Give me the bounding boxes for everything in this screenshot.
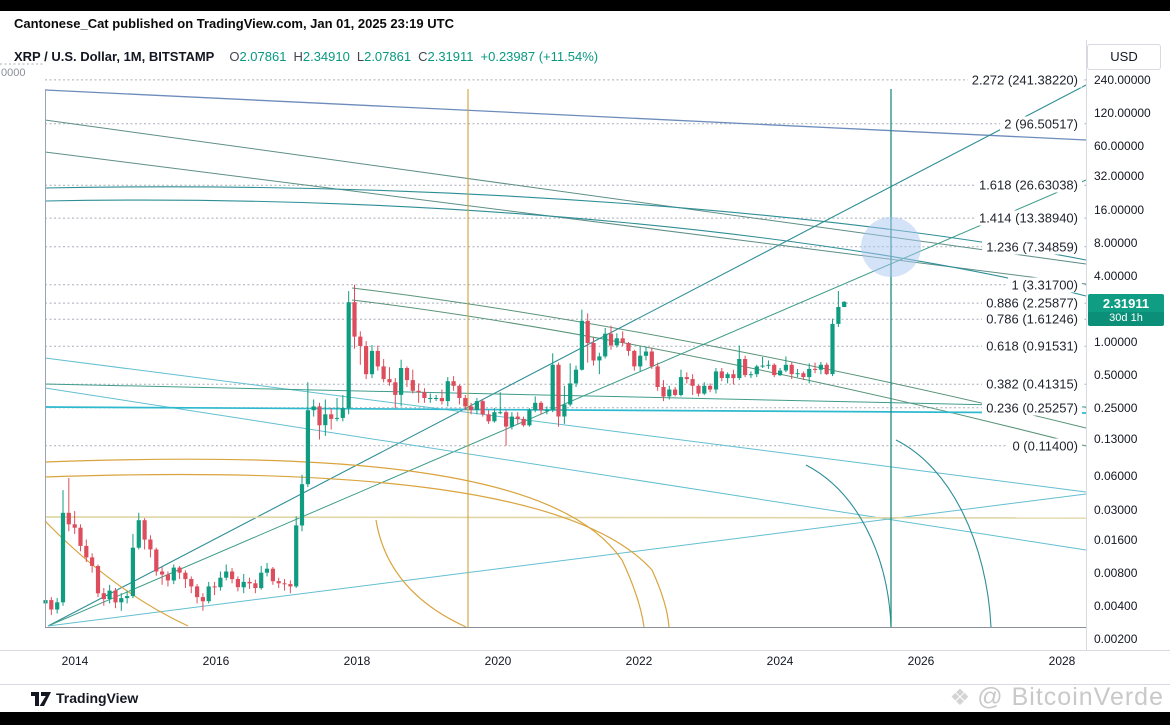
ohlc-open-label: O — [229, 49, 240, 64]
price-tick-label: 4.00000 — [1094, 268, 1138, 283]
price-tick-label: 60.00000 — [1094, 139, 1145, 154]
year-tick-label: 2016 — [202, 654, 230, 668]
fib-level-label: 0.886 (2.25877) — [982, 295, 1082, 311]
change-value: +0.23987 (+11.54%) — [480, 49, 599, 64]
price-tick-label: 1.00000 — [1094, 335, 1138, 349]
price-tick-label: 0.00400 — [1094, 598, 1138, 613]
price-tick-label: 240.00000 — [1094, 73, 1151, 88]
footer-bar: TradingView ❖ @ BitcoinVerde — [0, 683, 1170, 712]
ohlc-close-value: 2.31911 — [427, 49, 474, 64]
bar-countdown: 30d 1h — [1088, 311, 1164, 326]
fib-level-label: 0.786 (1.61246) — [982, 311, 1082, 327]
watermark-text: @ BitcoinVerde — [977, 683, 1164, 711]
tradingview-brand[interactable]: TradingView — [56, 690, 139, 706]
ohlc-low-value: 2.07861 — [364, 49, 412, 64]
watermark: ❖ @ BitcoinVerde — [950, 683, 1164, 712]
tradingview-logo-icon[interactable] — [30, 691, 52, 712]
ohlc-low-label: L — [356, 49, 365, 64]
highlight-circle — [861, 217, 921, 277]
candlesticks — [43, 284, 847, 623]
pane-borders — [0, 40, 1170, 685]
fib-level-label: 1.414 (13.38940) — [974, 210, 1082, 226]
currency-selector-button[interactable]: USD — [1087, 44, 1161, 70]
year-tick-label: 2014 — [61, 654, 89, 668]
last-price-badge: 2.31911 30d 1h — [1088, 293, 1164, 326]
price-tick-label: 0.00800 — [1094, 565, 1138, 580]
price-tick-label: 16.00000 — [1094, 202, 1145, 217]
chart-drawings[interactable] — [0, 63, 1087, 628]
year-tick-label: 2024 — [766, 654, 794, 668]
fib-level-label: 1.618 (26.63038) — [974, 177, 1082, 193]
fib-level-label: 0.382 (0.41315) — [982, 376, 1082, 392]
symbol-title[interactable]: XRP / U.S. Dollar, 1M, BITSTAMP — [14, 49, 215, 64]
year-tick-label: 2026 — [907, 654, 935, 668]
fib-level-label: 2.272 (241.38220) — [967, 72, 1082, 88]
bitcoinverde-logo-icon: ❖ — [949, 684, 972, 710]
price-tick-label: 0.13000 — [1094, 432, 1138, 447]
ohlc-high-value: 2.34910 — [302, 49, 350, 64]
ohlc-open-value: 2.07861 — [239, 49, 287, 64]
fib-level-label: 2 (96.50517) — [1000, 116, 1082, 132]
top-letterbox-bar — [0, 0, 1170, 11]
fib-level-label: 0.618 (0.91531) — [982, 338, 1082, 354]
ohlc-high-label: H — [293, 49, 303, 64]
price-tick-label: 32.00000 — [1094, 169, 1145, 184]
year-tick-label: 2022 — [625, 654, 653, 668]
fib-level-label: 0 (0.11400) — [1008, 438, 1082, 454]
price-tick-label: 0.01600 — [1094, 532, 1138, 547]
price-tick-label: 0.25000 — [1094, 401, 1138, 416]
price-tick-label: 0.50000 — [1094, 368, 1138, 383]
price-tick-label: 0.03000 — [1094, 502, 1138, 517]
fib-level-label: 0.236 (0.25257) — [982, 400, 1082, 416]
price-tick-label: 8.00000 — [1094, 235, 1138, 250]
bottom-letterbox-bar — [0, 712, 1170, 725]
year-tick-label: 2018 — [343, 654, 371, 668]
symbol-header: XRP / U.S. Dollar, 1M, BITSTAMP O2.07861 H… — [14, 49, 598, 64]
price-tick-label: 0.06000 — [1094, 469, 1138, 484]
price-tick-label: 120.00000 — [1094, 106, 1151, 121]
ohlc-close-label: C — [418, 49, 428, 64]
last-price-value: 2.31911 — [1088, 293, 1164, 312]
clipped-axis-label: 0000 — [1, 67, 26, 79]
attribution-text: Cantonese_Cat published on TradingView.c… — [14, 16, 454, 31]
year-tick-label: 2020 — [484, 654, 512, 668]
fib-level-label: 1 (3.31700) — [1007, 277, 1082, 293]
fib-level-label: 1.236 (7.34859) — [982, 239, 1082, 255]
year-tick-label: 2028 — [1048, 654, 1076, 668]
price-tick-label: 0.00200 — [1094, 631, 1138, 646]
